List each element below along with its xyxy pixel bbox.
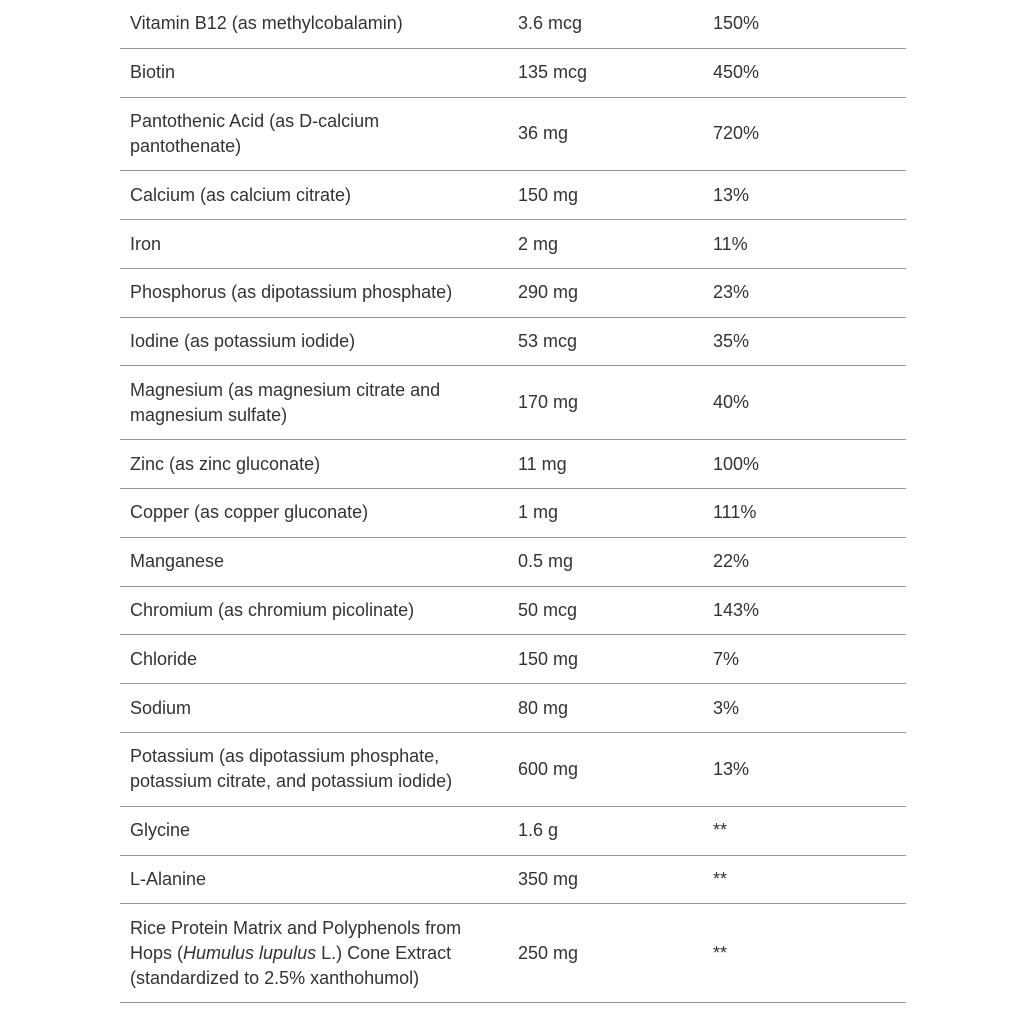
table-row: Manganese 0.5 mg 22% [120, 538, 906, 587]
nutrient-dv: 150% [713, 13, 760, 34]
table-row: Iron 2 mg 11% [120, 220, 906, 269]
nutrient-amount: 11 mg [518, 453, 567, 474]
table-row: Phosphorus (as dipotassium phosphate) 29… [120, 269, 906, 318]
table-row: Magnesium (as magnesium citrate and magn… [120, 366, 906, 441]
table-row: Iodine (as potassium iodide) 53 mcg 35% [120, 318, 906, 367]
nutrient-amount: 53 mcg [518, 331, 578, 352]
nutrient-dv: 40% [713, 392, 750, 413]
nutrient-amount: 170 mg [518, 392, 579, 413]
nutrient-dv: 450% [713, 62, 760, 83]
nutrient-amount: 350 mg [518, 868, 579, 889]
nutrient-name: Chromium (as chromium picolinate) [130, 599, 415, 620]
nutrient-dv: ** [713, 942, 728, 963]
nutrient-dv: 13% [713, 184, 750, 205]
table-row: Sodium 80 mg 3% [120, 684, 906, 733]
table-row: Rice Protein Matrix and Polyphenols from… [120, 904, 906, 1004]
nutrient-name: L-Alanine [130, 868, 207, 889]
nutrient-dv: 3% [713, 697, 740, 718]
nutrient-name: Manganese [130, 551, 225, 572]
nutrient-amount: 36 mg [518, 123, 569, 144]
table-row: Potassium (as dipotassium phosphate, pot… [120, 733, 906, 807]
nutrient-name: Iron [130, 233, 162, 254]
nutrient-amount: 1 mg [518, 502, 559, 523]
nutrient-amount: 250 mg [518, 942, 579, 963]
nutrient-name: Vitamin B12 (as methylcobalamin) [130, 13, 403, 34]
nutrient-name: Biotin [130, 62, 176, 83]
nutrient-dv: 35% [713, 331, 750, 352]
nutrient-dv: 11% [713, 233, 748, 254]
nutrient-amount: 2 mg [518, 233, 559, 254]
nutrient-amount: 1.6 g [518, 820, 559, 841]
table-row: Zinc (as zinc gluconate) 11 mg 100% [120, 440, 906, 490]
nutrient-dv: 23% [713, 282, 750, 303]
nutrient-dv: 720% [713, 123, 760, 144]
table-row: Vitamin B12 (as methylcobalamin) 3.6 mcg… [120, 0, 906, 49]
table-row: L-Alanine 350 mg ** [120, 856, 906, 905]
nutrient-amount: 600 mg [518, 758, 579, 779]
nutrient-amount: 0.5 mg [518, 551, 574, 572]
nutrient-name: Phosphorus (as dipotassium phosphate) [130, 282, 453, 303]
nutrient-amount: 150 mg [518, 648, 579, 669]
nutrient-amount: 150 mg [518, 184, 579, 205]
nutrient-name: Pantothenic Acid (as D-calcium pantothen… [130, 110, 380, 156]
nutrient-amount: 50 mcg [518, 599, 578, 620]
table-row: Copper (as copper gluconate) 1 mg 111% [120, 489, 906, 538]
nutrient-amount: 80 mg [518, 697, 569, 718]
nutrient-dv: 13% [713, 758, 750, 779]
nutrient-name: Chloride [130, 648, 198, 669]
nutrient-name: Glycine [130, 820, 191, 841]
nutrient-name: Zinc (as zinc gluconate) [130, 453, 321, 474]
nutrient-amount: 3.6 mcg [518, 13, 583, 34]
supplement-facts-table: Vitamin B12 (as methylcobalamin) 3.6 mcg… [120, 0, 906, 1004]
table-row: Biotin 135 mcg 450% [120, 49, 906, 98]
nutrient-name: Iodine (as potassium iodide) [130, 331, 356, 352]
nutrient-dv: 100% [713, 453, 760, 474]
nutrient-amount: 135 mcg [518, 62, 588, 83]
nutrient-dv: ** [713, 868, 728, 889]
nutrient-dv: 7% [713, 648, 740, 669]
nutrient-amount: 290 mg [518, 282, 579, 303]
nutrient-name: Calcium (as calcium citrate) [130, 184, 352, 205]
table-row: Chromium (as chromium picolinate) 50 mcg… [120, 587, 906, 636]
table-row: Calcium (as calcium citrate) 150 mg 13% [120, 171, 906, 221]
nutrient-name: Copper (as copper gluconate) [130, 502, 369, 523]
nutrient-dv: 22% [713, 551, 750, 572]
nutrition-table-body: Vitamin B12 (as methylcobalamin) 3.6 mcg… [120, 0, 906, 1004]
nutrient-name: Rice Protein Matrix and Polyphenols from… [130, 917, 462, 988]
table-row: Chloride 150 mg 7% [120, 635, 906, 685]
table-row: Glycine 1.6 g ** [120, 807, 906, 856]
nutrient-dv: 111% [713, 502, 757, 523]
nutrient-name: Sodium [130, 697, 192, 718]
table-row: Pantothenic Acid (as D-calcium pantothen… [120, 98, 906, 172]
nutrient-name: Potassium (as dipotassium phosphate, pot… [130, 746, 453, 792]
nutrient-name: Magnesium (as magnesium citrate and magn… [130, 379, 441, 425]
nutrient-dv: ** [713, 820, 728, 841]
nutrient-dv: 143% [713, 599, 760, 620]
